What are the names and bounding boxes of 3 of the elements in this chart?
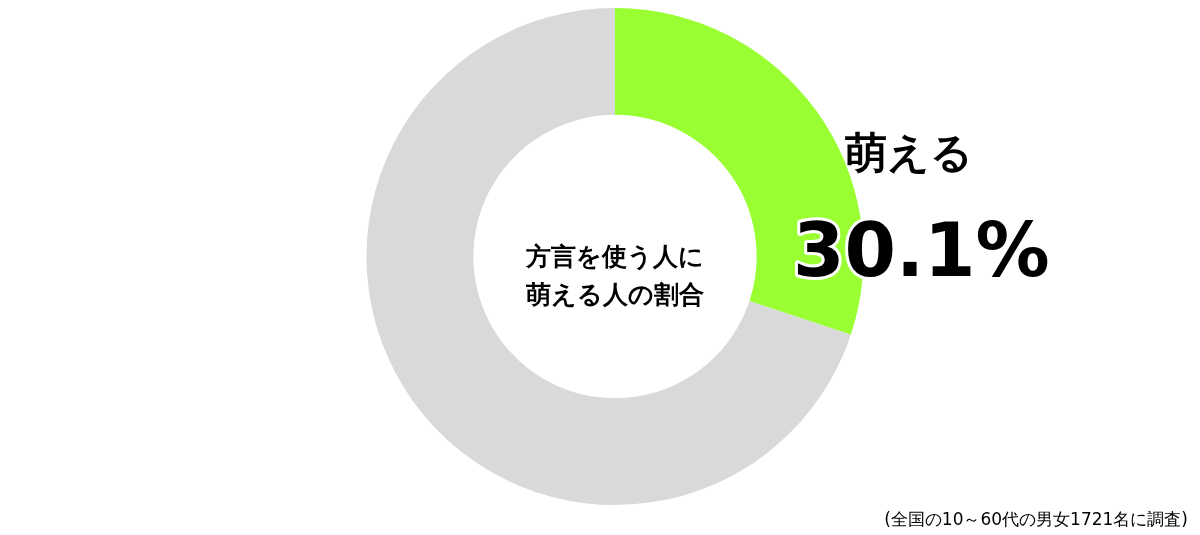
text: 方言を使う人に萌える人の割合: [525, 241, 705, 311]
text: (全国の10～60代の男女1721名に調査): [884, 508, 1188, 531]
slice-label: 萌える: [844, 128, 973, 178]
